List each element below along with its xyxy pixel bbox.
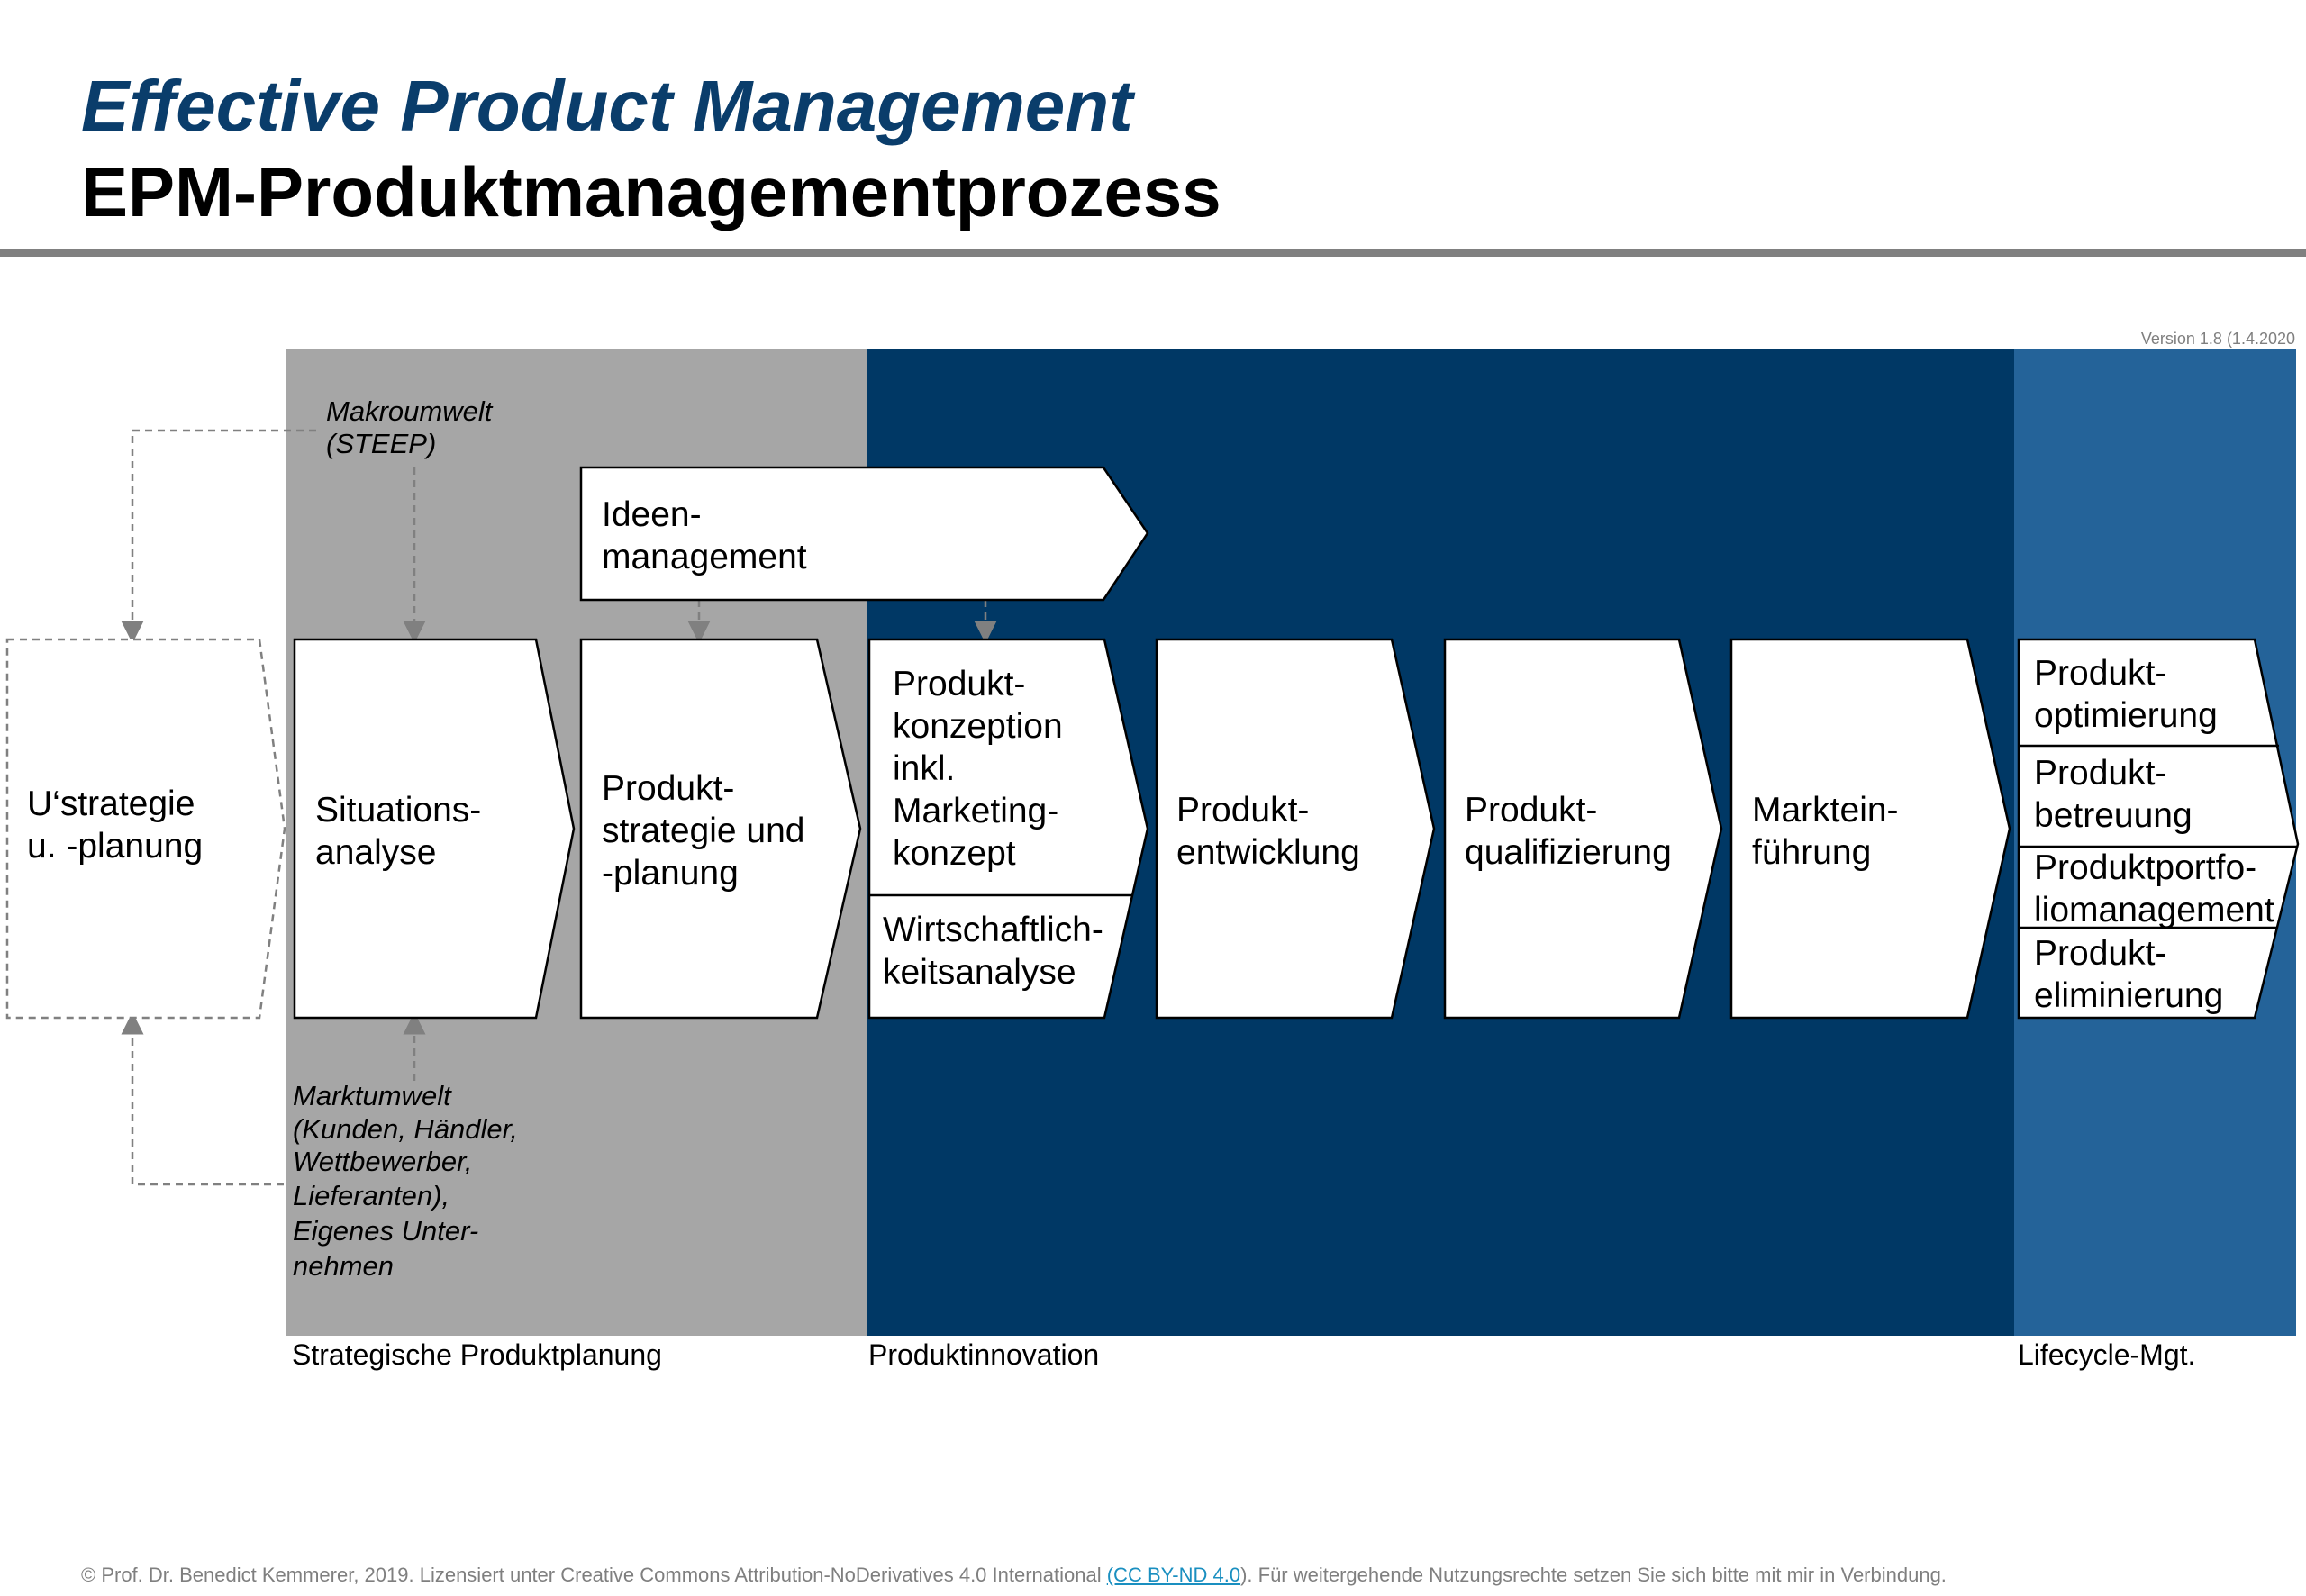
markt-to-ustrategie-arrow [121, 1011, 284, 1186]
page-title: Effective Product Management [81, 66, 1133, 146]
header-divider [0, 249, 2306, 257]
svg-text:Produkt-strategie und-planung: Produkt-strategie und -planung [602, 769, 805, 893]
step-produktentwicklung[interactable]: Produkt-entwicklung [1155, 638, 1436, 1020]
step-ustrategie[interactable]: U‘strategie u. -planung [5, 638, 286, 1020]
step-markteinfuehrung[interactable]: Marktein-führung [1730, 638, 2011, 1020]
svg-text:Ideen-management: Ideen-management [602, 495, 807, 576]
svg-text:Situations-analyse: Situations-analyse [315, 791, 481, 872]
svg-text:Produkt-entwicklung: Produkt-entwicklung [1176, 791, 1360, 872]
svg-text:Produkt-qualifizierung: Produkt-qualifizierung [1465, 791, 1672, 872]
makro-to-ustrategie-arrow [121, 429, 316, 644]
license-link[interactable]: (CC BY-ND 4.0 [1106, 1564, 1241, 1586]
phase-label-strategic: Strategische Produktplanung [292, 1338, 662, 1371]
step-produktqualifizierung[interactable]: Produkt-qualifizierung [1443, 638, 1723, 1020]
step-situationsanalyse[interactable]: Situations-analyse [293, 638, 576, 1020]
step-produktstrategie[interactable]: Produkt-strategie und -planung [579, 638, 862, 1020]
svg-text:Marktein-führung: Marktein-führung [1752, 791, 1899, 872]
version-label: Version 1.8 (1.4.2020 [2141, 330, 2295, 348]
footer-text: © Prof. Dr. Benedict Kemmerer, 2019. Liz… [81, 1564, 1107, 1586]
svg-text:Wirtschaftlich-keitsanalyse: Wirtschaftlich-keitsanalyse [883, 911, 1103, 992]
page-subtitle: EPM-Produktmanagementprozess [81, 152, 1221, 231]
lifecycle-produkteliminierung: Produkt-eliminierung [2034, 934, 2223, 1015]
footer-text-end: ). Für weitergehende Nutzungsrechte setz… [1240, 1564, 1947, 1586]
marktumwelt-label: Marktumwelt (Kunden, Händler, Wettbewerb… [293, 1080, 526, 1282]
footer-license: © Prof. Dr. Benedict Kemmerer, 2019. Liz… [81, 1564, 1947, 1587]
lifecycle-portfoliomanagement: Produktportfo-liomanagement [2034, 848, 2274, 929]
makroumwelt-label: Makroumwelt (STEEP) [326, 395, 500, 459]
lifecycle-produktoptimierung: Produkt-optimierung [2034, 654, 2218, 735]
step-ideenmanagement[interactable]: Ideen-management [579, 466, 1149, 602]
phase-label-innovation: Produktinnovation [868, 1338, 1099, 1371]
step-lifecycle[interactable]: Produkt-optimierung Produkt-betreuung Pr… [2017, 638, 2300, 1020]
connectors [121, 429, 997, 1186]
phase-label-lifecycle: Lifecycle-Mgt. [2018, 1338, 2195, 1371]
lifecycle-produktbetreuung: Produkt-betreuung [2034, 754, 2193, 835]
step-wirtschaftlichkeitsanalyse[interactable]: Wirtschaftlich-keitsanalyse [883, 911, 1103, 992]
step-produktkonzeption[interactable]: Produkt-konzeption inkl. Marketing-konzept [867, 638, 1149, 1020]
